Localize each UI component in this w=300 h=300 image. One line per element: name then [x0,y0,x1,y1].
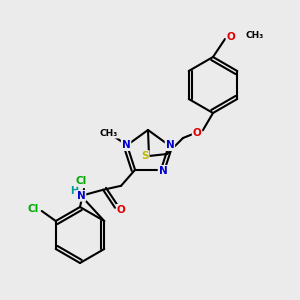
Text: H: H [70,186,78,196]
Text: CH₃: CH₃ [245,31,263,40]
Text: S: S [141,151,149,161]
Text: O: O [117,205,125,215]
Text: N: N [159,166,167,176]
Text: N: N [166,140,174,150]
Text: Cl: Cl [27,204,38,214]
Text: N: N [122,140,130,150]
Text: CH₃: CH₃ [100,129,118,138]
Text: O: O [226,32,236,42]
Text: N: N [77,191,85,201]
Text: O: O [193,128,201,138]
Text: Cl: Cl [75,176,87,186]
